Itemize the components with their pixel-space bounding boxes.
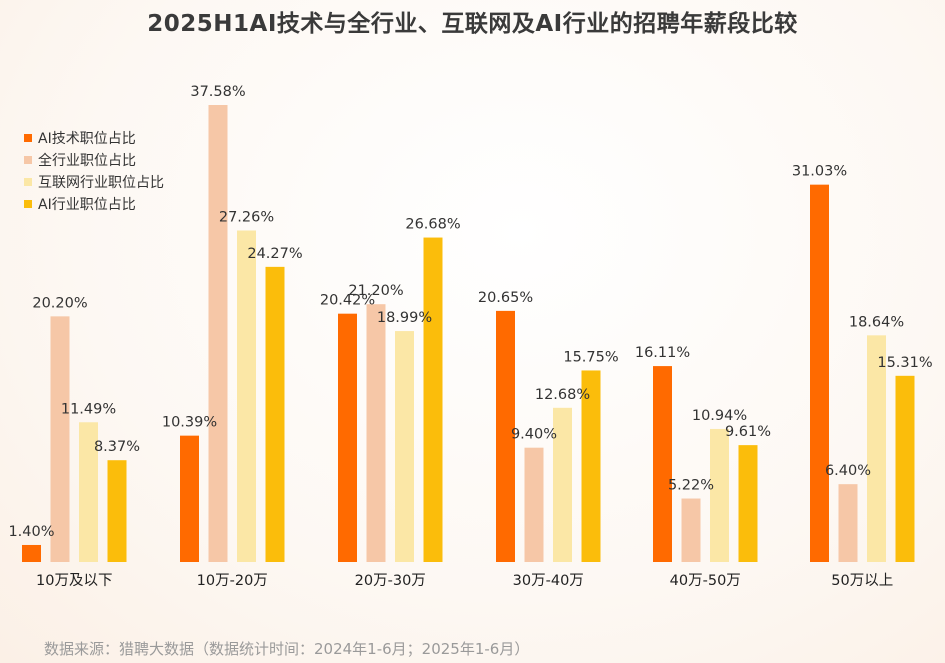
legend-swatch-3 (24, 178, 32, 186)
category-label-3: 20万-30万 (355, 573, 426, 589)
value-label-2-2: 37.58% (190, 84, 245, 100)
bar-2-2 (208, 105, 228, 562)
value-label-1-1: 1.40% (8, 524, 54, 540)
bar-4-6 (895, 375, 915, 562)
bar-3-4 (553, 407, 572, 562)
bar-4-1 (107, 460, 127, 562)
value-label-1-6: 31.03% (792, 164, 847, 180)
value-label-2-6: 6.40% (825, 463, 871, 479)
value-label-3-4: 12.68% (535, 387, 590, 403)
bar-4-4 (581, 370, 601, 562)
value-label-4-3: 26.68% (405, 217, 460, 233)
value-label-4-5: 9.61% (725, 424, 771, 440)
bar-1-5 (653, 366, 672, 562)
category-labels-group: 10万及以下 10万-20万 20万-30万 30万-40万 40万-50万 50万以上 (36, 572, 893, 589)
category-label-1: 10万及以下 (36, 573, 112, 589)
value-label-3-3: 18.99% (377, 310, 432, 326)
category-label-6: 50万以上 (831, 572, 893, 589)
bar-4-3 (423, 237, 443, 563)
legend-label-1: AI技术职位占比 (38, 131, 136, 147)
legend-label-2: 全行业职位占比 (38, 152, 136, 169)
value-label-4-4: 15.75% (563, 349, 618, 365)
bar-2-3 (366, 304, 386, 562)
bars-group (22, 105, 915, 563)
bar-3-3 (395, 331, 414, 562)
bar-1-6 (810, 184, 829, 562)
legend-swatch-1 (24, 134, 32, 142)
category-label-2: 10万-20万 (197, 573, 268, 589)
bar-3-1 (79, 422, 98, 562)
value-label-3-2: 27.26% (219, 209, 274, 225)
value-label-4-6: 15.31% (877, 355, 932, 371)
value-label-1-5: 16.11% (635, 345, 690, 361)
bar-4-5 (738, 445, 758, 562)
chart-title: 2025H1AI技术与全行业、互联网及AI行业的招聘年薪段比较 (147, 11, 798, 37)
value-labels-group: 1.40% 20.20% 11.49% 8.37% 10.39% 37.58% 27.26%… (8, 84, 932, 540)
legend-swatch-4 (24, 200, 32, 208)
category-label-5: 40万-50万 (670, 573, 741, 589)
bar-4-2 (265, 266, 285, 562)
bar-2-1 (50, 316, 70, 562)
bar-1-3 (338, 313, 357, 562)
source-note: 数据来源：猎聘大数据（数据统计时间：2024年1-6月；2025年1-6月） (44, 640, 530, 658)
bar-2-4 (524, 447, 544, 562)
value-label-2-5: 5.22% (668, 478, 714, 494)
bar-1-1 (22, 544, 41, 562)
value-label-3-6: 18.64% (849, 314, 904, 330)
bar-3-5 (710, 428, 729, 562)
bar-3-2 (237, 230, 256, 563)
value-label-3-1: 11.49% (61, 401, 116, 417)
bar-1-2 (180, 435, 199, 562)
value-label-2-4: 9.40% (511, 427, 557, 443)
bar-1-4 (496, 310, 515, 562)
legend-swatch-2 (24, 156, 32, 164)
legend-label-3: 互联网行业职位占比 (38, 175, 164, 191)
value-label-2-1: 20.20% (32, 295, 87, 311)
value-label-1-2: 10.39% (162, 415, 217, 431)
value-label-1-3: 20.42% (320, 293, 375, 309)
bar-2-6 (838, 484, 858, 562)
category-label-4: 30万-40万 (513, 573, 584, 589)
value-label-4-1: 8.37% (94, 439, 140, 455)
value-label-2-3: 21.20% (348, 283, 403, 299)
value-label-4-2: 24.27% (247, 246, 302, 262)
bar-2-5 (681, 498, 701, 562)
bar-3-6 (867, 335, 886, 562)
value-label-3-5: 10.94% (692, 408, 747, 424)
legend-label-4: AI行业职位占比 (38, 197, 136, 213)
value-label-1-4: 20.65% (478, 290, 533, 306)
